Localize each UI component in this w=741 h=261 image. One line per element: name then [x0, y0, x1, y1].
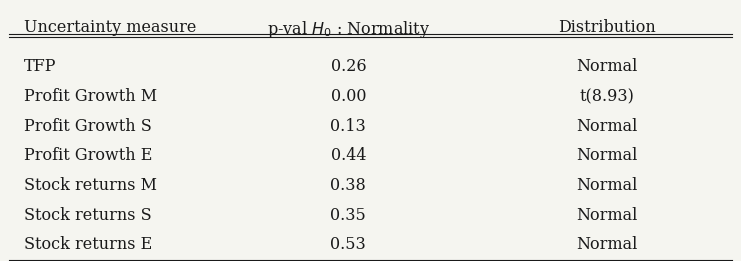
Text: Stock returns S: Stock returns S — [24, 207, 151, 224]
Text: t(8.93): t(8.93) — [579, 88, 634, 105]
Text: Normal: Normal — [576, 147, 637, 164]
Text: 0.13: 0.13 — [330, 118, 366, 135]
Text: Normal: Normal — [576, 207, 637, 224]
Text: Stock returns M: Stock returns M — [24, 177, 156, 194]
Text: 0.44: 0.44 — [330, 147, 366, 164]
Text: 0.53: 0.53 — [330, 236, 366, 253]
Text: Profit Growth E: Profit Growth E — [24, 147, 152, 164]
Text: Normal: Normal — [576, 236, 637, 253]
Text: Uncertainty measure: Uncertainty measure — [24, 20, 196, 37]
Text: p-val $\mathit{H}_0$ : Normality: p-val $\mathit{H}_0$ : Normality — [267, 20, 430, 40]
Text: Normal: Normal — [576, 58, 637, 75]
Text: Stock returns E: Stock returns E — [24, 236, 152, 253]
Text: Normal: Normal — [576, 177, 637, 194]
Text: Distribution: Distribution — [558, 20, 656, 37]
Text: 0.00: 0.00 — [330, 88, 366, 105]
Text: Profit Growth S: Profit Growth S — [24, 118, 151, 135]
Text: 0.35: 0.35 — [330, 207, 366, 224]
Text: 0.38: 0.38 — [330, 177, 366, 194]
Text: Normal: Normal — [576, 118, 637, 135]
Text: Profit Growth M: Profit Growth M — [24, 88, 156, 105]
Text: 0.26: 0.26 — [330, 58, 366, 75]
Text: TFP: TFP — [24, 58, 56, 75]
